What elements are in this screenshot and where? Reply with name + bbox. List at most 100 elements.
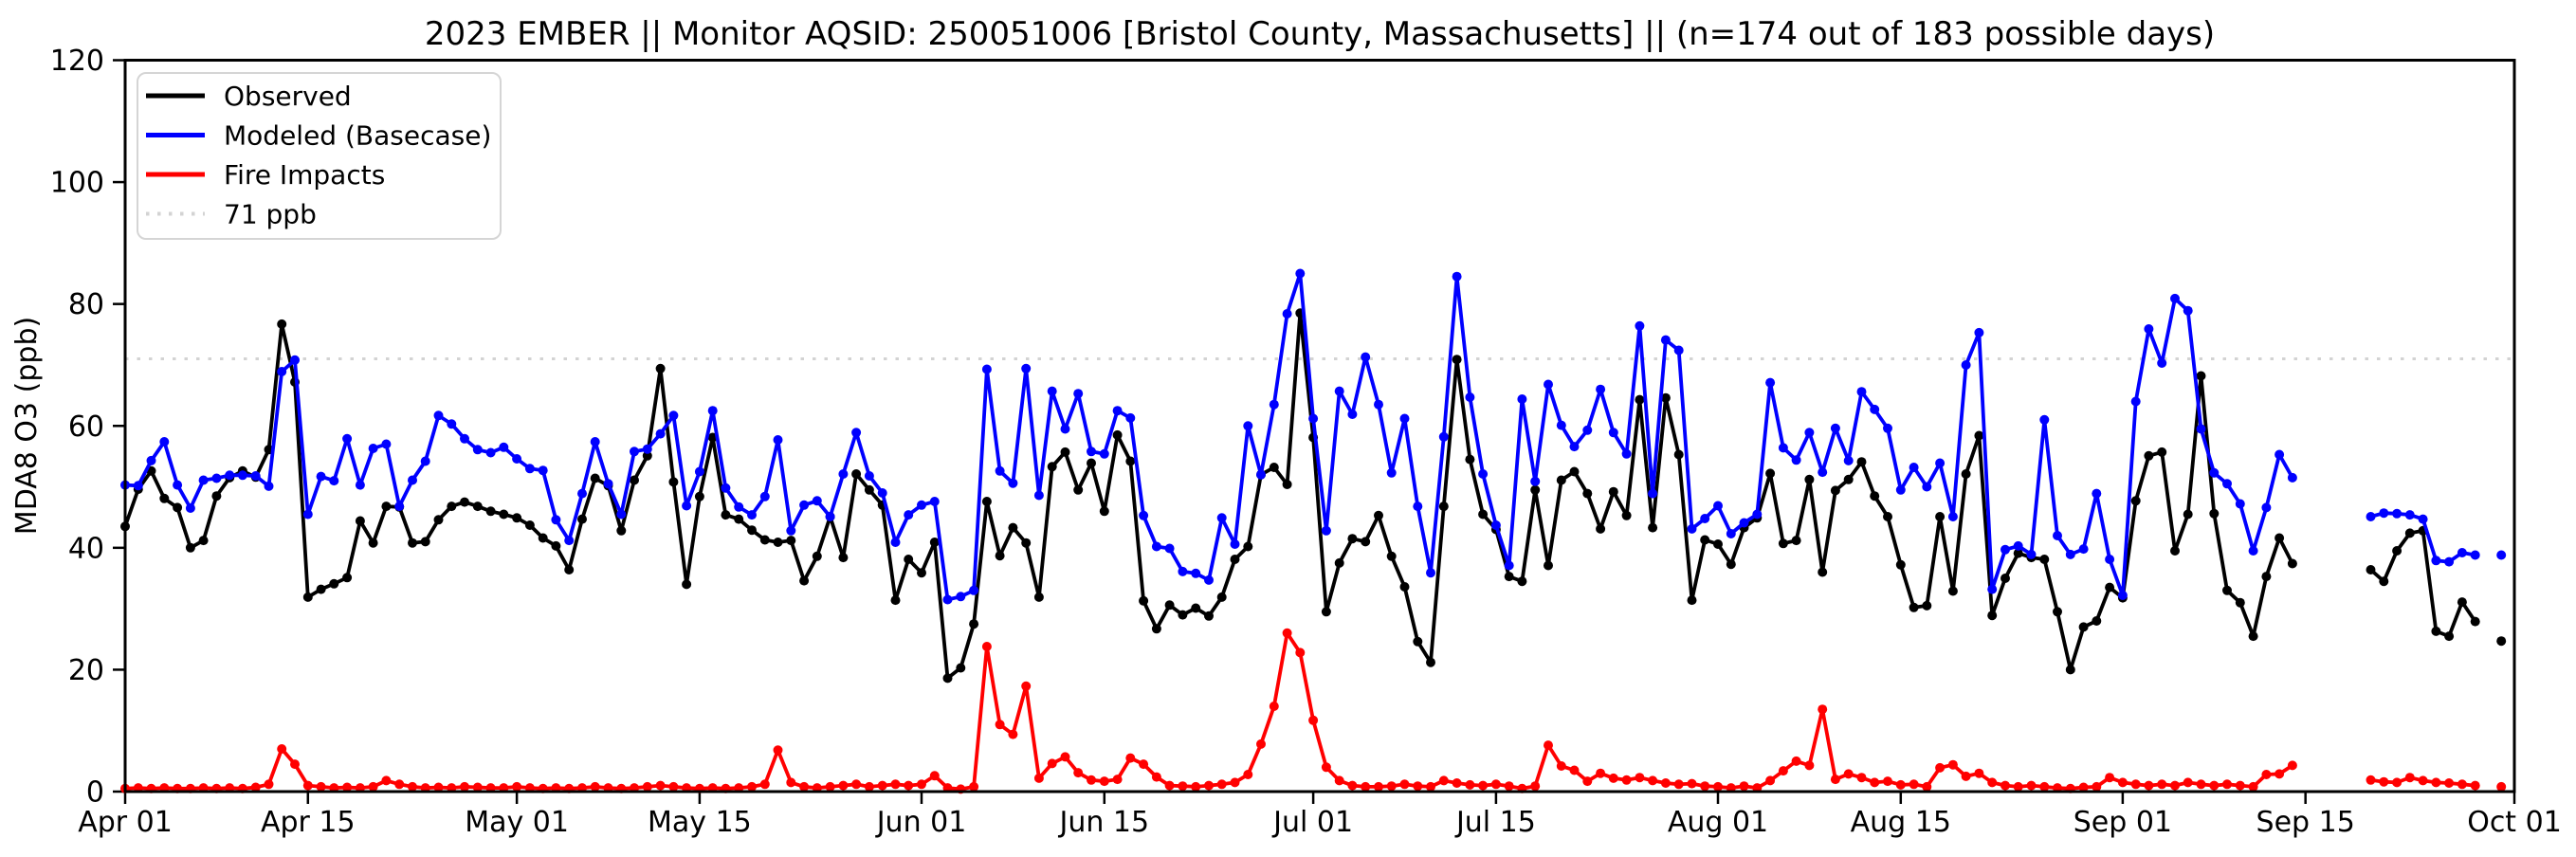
fire-impacts-marker xyxy=(1544,740,1553,751)
modeled-basecase-marker xyxy=(616,509,627,520)
fire-impacts-marker xyxy=(1818,704,1828,715)
observed-marker xyxy=(1087,458,1096,468)
modeled-basecase-marker xyxy=(2392,508,2402,519)
modeled-basecase-marker xyxy=(551,515,561,525)
modeled-basecase-marker xyxy=(2470,550,2480,560)
modeled-basecase-marker xyxy=(2078,544,2089,555)
fire-impacts-marker xyxy=(642,781,652,792)
y-tick-label: 20 xyxy=(68,654,104,687)
modeled-basecase-marker xyxy=(799,500,810,510)
modeled-basecase-marker xyxy=(302,509,313,520)
modeled-basecase-marker xyxy=(1008,478,1018,488)
observed-marker xyxy=(1478,509,1489,520)
modeled-basecase-marker xyxy=(890,538,901,547)
observed-marker xyxy=(1818,567,1828,577)
modeled-basecase-marker xyxy=(2001,544,2010,555)
fire-impacts-marker xyxy=(2183,777,2193,788)
modeled-basecase-marker xyxy=(512,454,522,464)
x-tick-label: Apr 01 xyxy=(78,806,173,839)
modeled-basecase-marker xyxy=(1452,271,1462,282)
fire-impacts-marker xyxy=(1635,773,1645,783)
fire-impacts-marker xyxy=(786,777,796,788)
modeled-basecase-marker xyxy=(904,510,914,520)
modeled-basecase-marker xyxy=(1099,448,1109,459)
x-tick-label: Jul 01 xyxy=(1271,806,1353,839)
fire-impacts-marker xyxy=(1856,773,1867,783)
fire-impacts-marker xyxy=(2026,780,2037,791)
fire-impacts-marker xyxy=(1648,775,1658,786)
modeled-basecase-marker xyxy=(1648,488,1658,499)
observed-marker xyxy=(290,377,300,387)
observed-marker xyxy=(786,536,796,546)
modeled-basecase-marker xyxy=(929,497,940,506)
fire-impacts-marker xyxy=(759,779,770,790)
modeled-basecase-marker xyxy=(472,445,483,455)
modeled-basecase-marker xyxy=(577,488,587,499)
fire-impacts-marker xyxy=(368,781,378,792)
modeled-basecase-marker xyxy=(1818,467,1828,478)
observed-marker xyxy=(1321,607,1331,617)
fire-impacts-marker xyxy=(1830,775,1840,785)
observed-marker xyxy=(1909,602,1919,612)
modeled-basecase-marker xyxy=(1843,455,1854,465)
observed-marker xyxy=(472,501,483,512)
modeled-basecase-marker xyxy=(786,525,796,536)
fire-impacts-marker xyxy=(1021,681,1032,691)
y-tick-label: 0 xyxy=(86,776,104,810)
fire-impacts-marker xyxy=(2248,781,2258,792)
fire-impacts-marker xyxy=(1608,773,1618,783)
modeled-basecase-marker xyxy=(2157,358,2167,368)
observed-marker xyxy=(1347,534,1358,544)
observed-marker xyxy=(1517,576,1527,587)
modeled-basecase-marker xyxy=(1216,513,1227,523)
observed-marker xyxy=(694,491,704,501)
fire-impacts-marker xyxy=(1895,779,1906,790)
legend-item-refline: 71 ppb xyxy=(146,199,317,230)
fire-impacts-marker xyxy=(1713,781,1723,792)
fire-impacts-marker xyxy=(1321,762,1331,773)
fire-impacts-marker xyxy=(460,781,469,792)
modeled-basecase-marker xyxy=(1191,568,1201,578)
fire-impacts-marker xyxy=(747,781,757,792)
observed-marker xyxy=(433,515,444,525)
fire-impacts-marker xyxy=(2117,777,2128,788)
modeled-basecase-marker xyxy=(956,592,966,602)
observed-marker xyxy=(2496,636,2507,647)
observed-marker xyxy=(1922,600,1932,611)
observed-marker xyxy=(1569,466,1580,477)
observed-marker xyxy=(682,579,692,590)
observed-marker xyxy=(2404,528,2415,538)
modeled-basecase-marker xyxy=(2261,502,2272,513)
observed-marker xyxy=(2092,616,2102,626)
fire-impacts-marker xyxy=(2001,780,2010,791)
legend: Observed Modeled (Basecase) Fire Impacts… xyxy=(137,72,502,240)
modeled-basecase-marker xyxy=(1974,327,1984,337)
fire-impacts-marker xyxy=(2287,760,2297,771)
observed-marker xyxy=(1399,582,1410,592)
observed-marker xyxy=(1139,595,1149,606)
modeled-basecase-marker xyxy=(1752,509,1763,520)
fire-impacts-marker xyxy=(2379,776,2389,787)
modeled-basecase-marker xyxy=(2092,488,2102,499)
modeled-basecase-marker xyxy=(146,455,156,465)
x-tick-label: Oct 01 xyxy=(2467,806,2562,839)
modeled-basecase-marker xyxy=(2431,556,2441,566)
modeled-basecase-marker xyxy=(2235,499,2245,509)
observed-marker xyxy=(1687,595,1697,606)
observed-marker xyxy=(1530,484,1541,495)
observed-marker xyxy=(173,502,183,513)
observed-marker xyxy=(799,575,810,586)
modeled-basecase-marker xyxy=(682,501,692,511)
observed-marker xyxy=(1191,603,1201,613)
observed-marker xyxy=(2065,665,2075,675)
modeled-basecase-marker xyxy=(2013,540,2023,551)
fire-impacts-marker xyxy=(1087,775,1096,785)
observed-marker xyxy=(1726,559,1736,570)
observed-marker xyxy=(1073,484,1084,495)
modeled-basecase-marker xyxy=(564,536,575,546)
fire-impacts-marker xyxy=(1687,778,1697,789)
modeled-basecase-marker xyxy=(237,470,247,481)
modeled-basecase-marker xyxy=(2287,472,2297,483)
observed-marker xyxy=(1204,611,1214,621)
